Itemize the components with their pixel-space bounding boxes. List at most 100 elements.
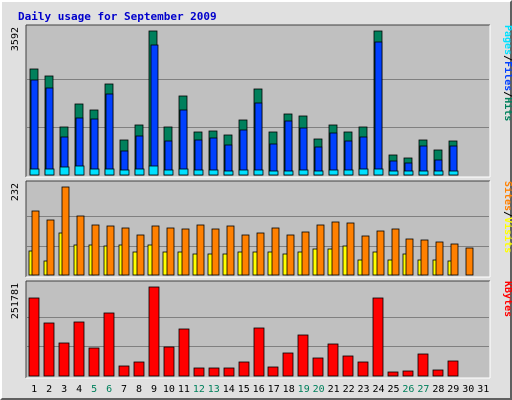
bar-files-day-11 <box>179 109 188 176</box>
series-files <box>30 41 458 176</box>
x-tick-label: 21 <box>328 384 340 395</box>
bar-files-day-19 <box>299 127 308 176</box>
bar-sites-day-5 <box>91 224 100 276</box>
legend-item: / <box>502 55 512 61</box>
panel-hits-files-pages: 3592 Pages/Files/Hits <box>10 24 512 178</box>
legend: Sites/Visits <box>502 181 512 253</box>
bar-files-day-24 <box>374 41 383 176</box>
bar-sites-day-2 <box>46 219 55 276</box>
x-tick-label: 9 <box>151 384 157 395</box>
bar-files-day-1 <box>30 79 39 176</box>
bar-sites-day-25 <box>391 228 400 276</box>
x-tick-label: 23 <box>357 384 369 395</box>
bar-sites-day-8 <box>136 234 145 276</box>
x-tick-label: 3 <box>61 384 67 395</box>
x-tick-label: 30 <box>462 384 474 395</box>
x-tick-label: 12 <box>193 384 205 395</box>
x-tick-label: 24 <box>372 384 384 395</box>
bar-kbytes-day-8 <box>133 361 145 377</box>
x-tick-label: 7 <box>121 384 127 395</box>
bar-sites-day-7 <box>121 227 130 276</box>
bar-kbytes-day-23 <box>357 361 369 377</box>
bar-kbytes-day-28 <box>432 369 444 377</box>
x-tick-label: 18 <box>283 384 295 395</box>
bar-kbytes-day-1 <box>28 297 40 377</box>
bar-pages-day-28 <box>433 170 444 176</box>
x-tick-label: 2 <box>46 384 52 395</box>
x-tick-label: 28 <box>432 384 444 395</box>
bar-pages-day-22 <box>343 169 354 176</box>
bar-kbytes-day-18 <box>282 352 294 377</box>
legend-item: Hits <box>502 97 512 121</box>
bar-sites-day-3 <box>61 186 70 276</box>
bar-kbytes-day-13 <box>208 367 220 377</box>
bar-sites-day-16 <box>256 232 265 276</box>
bar-sites-day-19 <box>301 231 310 276</box>
bar-sites-day-15 <box>241 234 250 276</box>
bar-files-day-21 <box>329 132 338 176</box>
bar-pages-day-10 <box>163 169 174 176</box>
bar-pages-day-17 <box>268 170 279 176</box>
chart-title: Daily usage for September 2009 <box>18 10 217 23</box>
panel-visits-sites: 232 Sites/Visits <box>10 180 512 278</box>
bar-pages-day-9 <box>148 165 159 176</box>
x-tick-label: 1 <box>31 384 37 395</box>
bar-files-day-13 <box>209 137 218 176</box>
bar-sites-day-29 <box>450 243 459 276</box>
bar-kbytes-day-22 <box>342 355 354 377</box>
bar-pages-day-18 <box>283 170 294 176</box>
bar-pages-day-6 <box>104 168 115 176</box>
legend-item: Files <box>502 61 512 91</box>
bar-pages-day-4 <box>74 165 85 176</box>
panel-kbytes: 251781 KBytes <box>10 280 512 379</box>
legend-item: / <box>502 211 512 217</box>
bar-sites-day-26 <box>405 238 414 276</box>
legend-item: / <box>502 91 512 97</box>
bar-kbytes-day-26 <box>402 370 414 377</box>
bar-pages-day-29 <box>448 170 459 176</box>
series-sites <box>31 186 474 276</box>
bar-kbytes-day-4 <box>73 321 85 377</box>
bar-sites-day-28 <box>435 241 444 276</box>
bar-kbytes-day-16 <box>253 327 265 377</box>
bar-sites-day-6 <box>106 225 115 276</box>
x-tick-label: 8 <box>136 384 142 395</box>
bar-pages-day-23 <box>358 168 369 176</box>
legend: KBytes <box>502 281 512 317</box>
bar-pages-day-25 <box>388 170 399 176</box>
bar-sites-day-24 <box>376 230 385 276</box>
bar-pages-day-26 <box>403 170 414 176</box>
legend-item: Sites <box>502 181 512 211</box>
x-tick-label: 14 <box>223 384 235 395</box>
bar-files-day-2 <box>45 87 54 176</box>
bar-files-day-18 <box>284 120 293 176</box>
bar-sites-day-21 <box>331 221 340 276</box>
bar-pages-day-24 <box>373 168 384 176</box>
x-tick-label: 4 <box>76 384 82 395</box>
x-tick-label: 25 <box>387 384 399 395</box>
x-tick-label: 10 <box>163 384 175 395</box>
bar-sites-day-12 <box>196 224 205 276</box>
bar-pages-day-7 <box>119 169 130 176</box>
bar-sites-day-14 <box>226 225 235 276</box>
bar-kbytes-day-5 <box>88 347 100 377</box>
bar-kbytes-day-2 <box>43 322 55 377</box>
bar-kbytes-day-29 <box>447 360 459 377</box>
bar-kbytes-day-24 <box>372 297 384 377</box>
bar-pages-day-8 <box>134 168 145 176</box>
x-tick-label: 6 <box>106 384 112 395</box>
bar-sites-day-13 <box>211 228 220 276</box>
y-max-label: 251781 <box>10 283 21 319</box>
x-tick-label: 19 <box>298 384 310 395</box>
bar-pages-day-16 <box>253 169 264 176</box>
bar-kbytes-day-14 <box>223 367 235 377</box>
bar-kbytes-day-15 <box>238 361 250 377</box>
x-tick-label: 20 <box>313 384 325 395</box>
bar-pages-day-5 <box>89 168 100 176</box>
y-max-label: 3592 <box>10 27 21 51</box>
bar-kbytes-day-12 <box>193 367 205 377</box>
x-tick-label: 29 <box>447 384 459 395</box>
bar-kbytes-day-6 <box>103 312 115 377</box>
series-pages <box>29 165 459 176</box>
